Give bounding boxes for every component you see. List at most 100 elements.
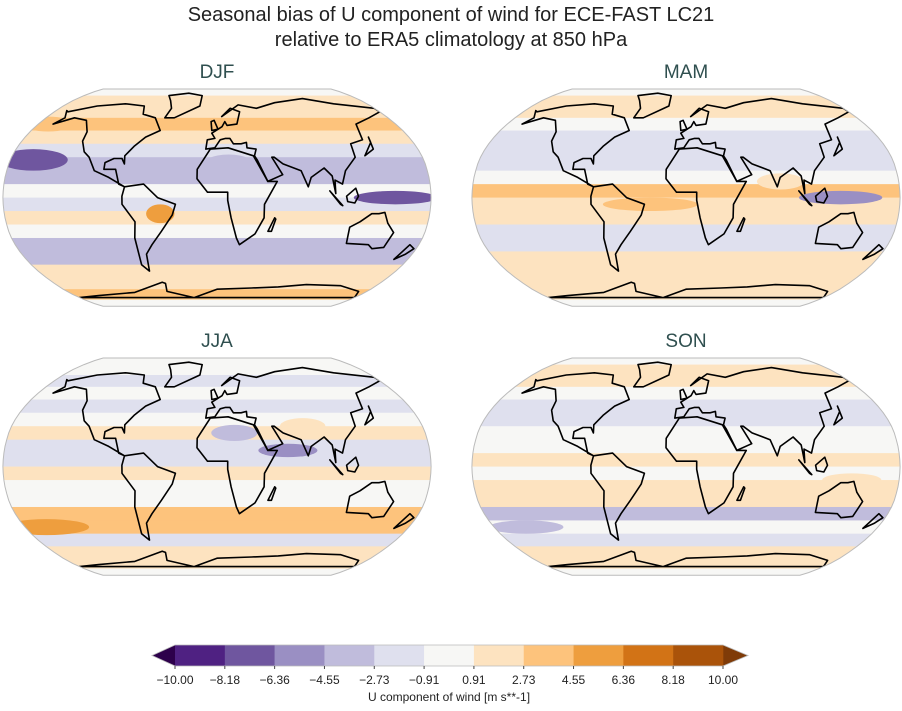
coastline-new-zealand: [393, 243, 415, 261]
coastline-japan: [364, 136, 375, 157]
bias-band: [471, 386, 901, 401]
bias-band: [471, 251, 901, 266]
bias-band: [471, 374, 901, 388]
coastline-eurasia: [205, 97, 381, 195]
colorbar-segment: [324, 645, 375, 666]
coastline-japan: [833, 405, 844, 426]
bias-band: [471, 558, 901, 570]
bias-band: [471, 264, 901, 278]
bias-band: [471, 277, 901, 290]
bias-band: [471, 143, 901, 158]
coastline-north-america: [52, 372, 161, 457]
bias-field: [2, 358, 432, 576]
bias-band: [2, 439, 432, 454]
bias-feature: [23, 116, 73, 132]
bias-band: [471, 157, 901, 172]
coastline-sumatra: [798, 190, 813, 207]
coastline-madagascar: [267, 217, 277, 233]
panel-title-jja: JJA: [201, 331, 233, 352]
bias-band: [471, 493, 901, 508]
bias-feature: [146, 204, 175, 224]
bias-band: [471, 89, 901, 97]
coastline-africa: [196, 416, 279, 515]
coastline-antarctica: [78, 281, 360, 299]
panel-title-mam: MAM: [664, 62, 708, 83]
colorbar-segment: [274, 645, 325, 666]
coastline-south-america: [121, 452, 177, 541]
bias-feature: [199, 154, 258, 182]
map-jja: [2, 357, 432, 576]
bias-band: [2, 299, 432, 307]
colorbar-tick-label: 6.36: [612, 673, 636, 687]
bias-band: [2, 251, 432, 266]
bias-band: [2, 264, 432, 278]
bias-band: [471, 237, 901, 252]
bias-band: [471, 170, 901, 185]
bias-band: [471, 426, 901, 441]
coastline-japan: [364, 405, 375, 426]
coastline-borneo: [814, 187, 829, 204]
bias-band: [2, 558, 432, 570]
map-boundary: [471, 357, 901, 576]
colorbar-segment: [673, 645, 724, 666]
coastline-greenland: [164, 361, 203, 388]
colorbar-segment: [473, 645, 525, 666]
coastline-new-zealand: [862, 512, 884, 530]
bias-band: [2, 358, 432, 366]
bias-field: [471, 358, 901, 576]
coastline-borneo: [814, 456, 829, 473]
bias-band: [471, 439, 901, 454]
bias-band: [471, 364, 901, 376]
coastline-sumatra: [329, 459, 344, 476]
colorbar-segment: [175, 645, 226, 666]
bias-feature: [798, 190, 883, 205]
coastline-antarctica: [547, 550, 829, 568]
bias-feature: [488, 520, 564, 534]
coastline-australia: [345, 480, 395, 519]
bias-band: [2, 211, 432, 226]
bias-band: [2, 568, 432, 576]
bias-band: [2, 412, 432, 427]
coastline-greenland: [164, 92, 203, 119]
coastline-africa: [196, 147, 279, 246]
colorbar-tick-label: 2.73: [512, 673, 536, 687]
bias-feature: [211, 424, 258, 442]
bias-band: [471, 105, 901, 119]
bias-band: [2, 237, 432, 252]
coastline-australia: [814, 211, 864, 250]
bias-band: [471, 299, 901, 307]
bias-band: [471, 117, 901, 132]
coastline-new-zealand: [393, 512, 415, 530]
colorbar-segment: [623, 645, 674, 666]
bias-band: [2, 130, 432, 145]
colorbar-segment: [424, 645, 475, 666]
coastline-australia: [345, 211, 395, 250]
figure-title-line-2: relative to ERA5 climatology at 850 hPa: [275, 29, 628, 51]
coastline-new-zealand: [862, 243, 884, 261]
bias-band: [471, 224, 901, 239]
bias-band: [471, 546, 901, 559]
coastline-north-america: [521, 103, 630, 188]
colorbar-label: U component of wind [m s**-1]: [368, 690, 530, 704]
bias-band: [2, 277, 432, 290]
colorbar-tick-label: 10.00: [708, 673, 738, 687]
bias-feature: [756, 173, 805, 190]
panel-title-son: SON: [665, 331, 706, 352]
bias-band: [471, 480, 901, 495]
coastline-madagascar: [736, 217, 746, 233]
coastline-australia: [814, 480, 864, 519]
colorbar-segment: [573, 645, 624, 666]
colorbar-tick-label: −0.91: [409, 673, 440, 687]
coastline-eurasia: [674, 366, 850, 464]
bias-feature: [822, 473, 882, 487]
panel-title-djf: DJF: [200, 62, 235, 83]
bias-band: [471, 95, 901, 107]
coastline-great-britain: [210, 119, 219, 132]
coastline-north-america: [521, 372, 630, 457]
colorbar-tick-label: −2.73: [359, 673, 390, 687]
bias-band: [2, 117, 432, 132]
colorbar-over-triangle: [723, 645, 748, 666]
coastline-japan: [833, 136, 844, 157]
coastline-south-america: [121, 183, 177, 272]
coastline-madagascar: [267, 486, 277, 502]
